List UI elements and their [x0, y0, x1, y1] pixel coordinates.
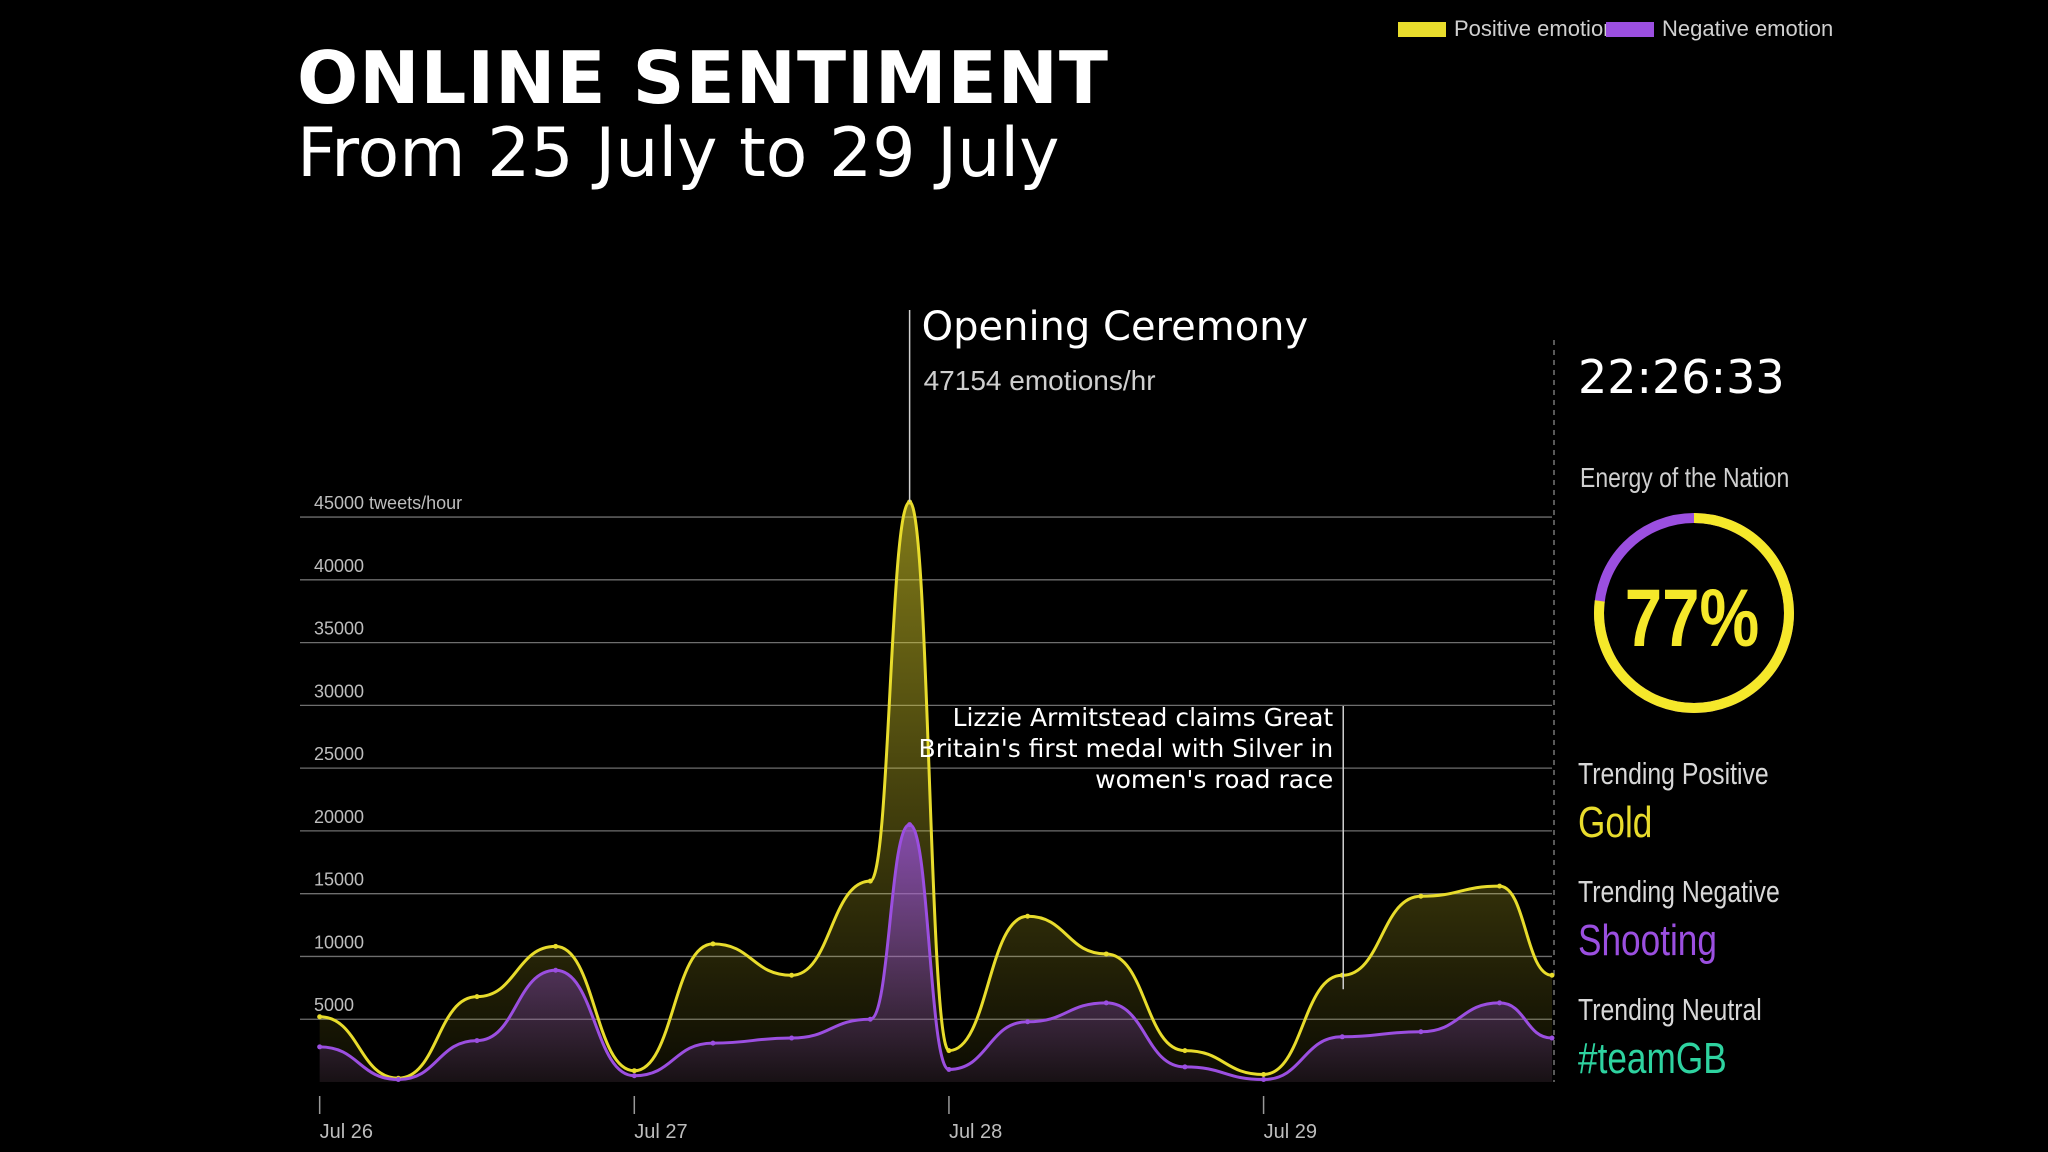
positive-point — [1025, 913, 1031, 919]
energy-label: Energy of the Nation — [1580, 462, 1790, 493]
negative-point — [946, 1066, 952, 1072]
annotation-opening-detail: 47154 emotions/hr — [924, 365, 1156, 396]
positive-point — [1549, 972, 1555, 978]
negative-point — [1339, 1034, 1345, 1040]
annotation-medal-text: Britain's first medal with Silver in — [919, 734, 1334, 763]
negative-point — [631, 1073, 637, 1079]
positive-point — [1418, 893, 1424, 899]
positive-point — [1182, 1048, 1188, 1054]
negative-point — [1025, 1019, 1031, 1025]
x-tick-label: Jul 28 — [949, 1121, 1002, 1143]
energy-value: 77% — [1624, 573, 1760, 664]
trending-neutral-value: #teamGB — [1578, 1034, 1727, 1083]
positive-point — [553, 943, 559, 949]
x-tick-label: Jul 27 — [634, 1121, 687, 1143]
chart-title: ONLINE SENTIMENT — [297, 36, 1110, 120]
positive-point — [946, 1048, 952, 1054]
clock-readout: 22:26:33 — [1578, 350, 1785, 404]
y-tick-label: 30000 — [314, 681, 364, 701]
trending-negative-value: Shooting — [1578, 916, 1717, 965]
annotation-medal-text: Lizzie Armitstead claims Great — [953, 703, 1334, 732]
trending-negative-label: Trending Negative — [1578, 874, 1780, 909]
negative-point — [395, 1076, 401, 1082]
negative-point — [789, 1035, 795, 1041]
positive-point — [474, 994, 480, 1000]
positive-point — [789, 972, 795, 978]
y-tick-label: 35000 — [314, 619, 364, 639]
negative-point — [1261, 1076, 1267, 1082]
legend-positive: Positive emotion — [1398, 16, 1615, 42]
positive-point — [631, 1068, 637, 1074]
legend-positive-label: Positive emotion — [1454, 16, 1616, 41]
legend-positive-swatch — [1398, 21, 1446, 37]
negative-point — [553, 967, 559, 973]
negative-series-line — [319, 823, 1553, 1081]
y-tick-label: 25000 — [314, 744, 364, 764]
legend-negative: Negative emotion — [1606, 16, 1833, 42]
negative-point — [710, 1040, 716, 1046]
positive-point — [1261, 1071, 1267, 1077]
legend-negative-swatch — [1606, 21, 1654, 37]
positive-point — [710, 941, 716, 947]
negative-point — [317, 1044, 323, 1050]
chart-subtitle: From 25 July to 29 July — [297, 114, 1060, 193]
negative-point — [1549, 1035, 1555, 1041]
y-tick-label: 10000 — [314, 932, 364, 952]
trending-neutral-label: Trending Neutral — [1578, 992, 1762, 1027]
y-tick-label: 20000 — [314, 807, 364, 827]
negative-point — [1418, 1029, 1424, 1035]
negative-point — [1497, 1000, 1503, 1006]
positive-point — [1497, 883, 1503, 889]
energy-gauge-fill — [1594, 513, 1794, 713]
negative-point — [1103, 1000, 1109, 1006]
positive-point — [1103, 951, 1109, 957]
annotation-opening-title: Opening Ceremony — [922, 304, 1309, 350]
positive-area — [319, 501, 1552, 1082]
y-tick-label: 45000 tweets/hour — [314, 493, 462, 513]
trending-positive-value: Gold — [1578, 798, 1653, 847]
y-tick-label: 5000 — [314, 995, 354, 1015]
legend-negative-label: Negative emotion — [1662, 16, 1834, 41]
negative-point — [1182, 1064, 1188, 1070]
negative-point — [867, 1016, 873, 1022]
negative-point — [907, 822, 913, 828]
x-tick-label: Jul 29 — [1264, 1121, 1317, 1143]
positive-point — [867, 878, 873, 884]
trending-positive-label: Trending Positive — [1578, 756, 1769, 791]
x-tick-label: Jul 26 — [320, 1121, 373, 1143]
positive-series-line — [319, 500, 1553, 1080]
negative-point — [474, 1038, 480, 1044]
y-tick-label: 15000 — [314, 870, 364, 890]
y-tick-label: 40000 — [314, 556, 364, 576]
positive-point — [317, 1014, 323, 1020]
annotation-medal-text: women's road race — [1095, 765, 1333, 794]
